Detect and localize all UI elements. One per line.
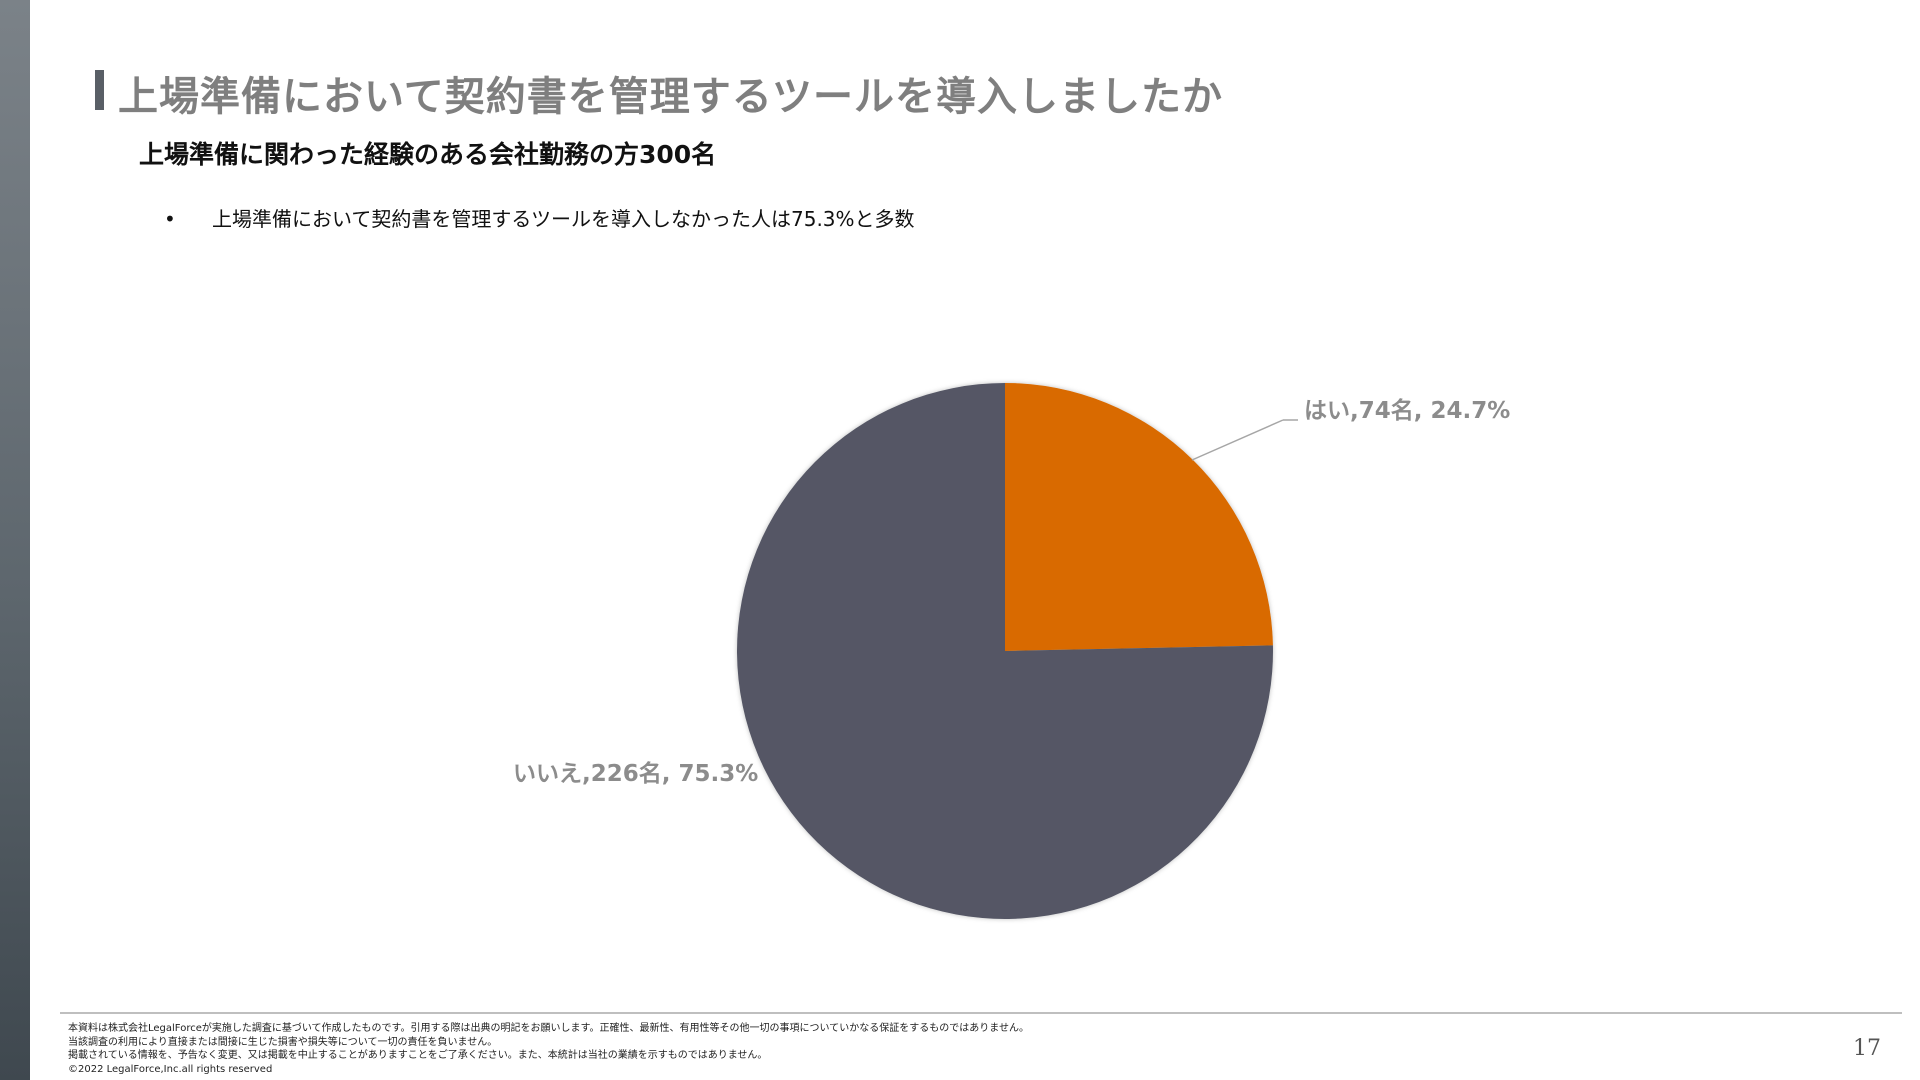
- side-accent-bar: [0, 0, 30, 1080]
- slide-title: 上場準備において契約書を管理するツールを導入しましたか: [118, 74, 1223, 120]
- footer-note-line: 本資料は株式会社LegalForceが実施した調査に基づいて作成したものです。引…: [68, 1023, 1029, 1034]
- slide-subtitle: 上場準備に関わった経験のある会社勤務の方300名: [139, 140, 717, 169]
- title-marker: [95, 70, 104, 110]
- pie-slice-iie: [736, 383, 1273, 919]
- leader-line-hai: [1191, 419, 1284, 461]
- pie-slice-hai: [1005, 383, 1273, 651]
- slice-label-iie: いいえ,226名, 75.3%: [513, 760, 758, 787]
- page-number: 17: [1853, 1036, 1881, 1061]
- bullet-dot: •: [164, 207, 176, 231]
- footer-disclaimer: 本資料は株式会社LegalForceが実施した調査に基づいて作成したものです。引…: [68, 1022, 1029, 1076]
- slice-label-hai: はい,74名, 24.7%: [1304, 397, 1510, 424]
- footer-copyright: ©2022 LegalForce,Inc.all rights reserved: [68, 1063, 273, 1075]
- footer-note-line: 当該調査の利用により直接または間接に生じた損害や損失等について一切の責任を負いま…: [68, 1036, 498, 1048]
- bullet-text: 上場準備において契約書を管理するツールを導入しなかった人は75.3%と多数: [212, 207, 915, 231]
- footer-divider: [60, 1012, 1902, 1014]
- bullet-point: • 上場準備において契約書を管理するツールを導入しなかった人は75.3%と多数: [164, 203, 915, 232]
- footer-note-line: 掲載されている情報を、予告なく変更、又は掲載を中止することがありますことをご了承…: [68, 1050, 768, 1061]
